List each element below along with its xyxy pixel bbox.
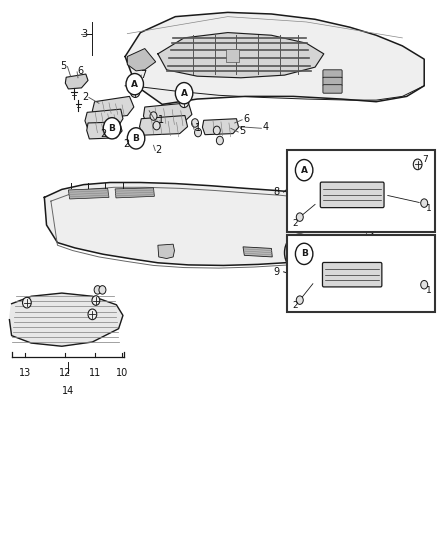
Text: 10: 10 [116, 368, 128, 377]
Polygon shape [44, 182, 374, 265]
Circle shape [22, 297, 31, 308]
Text: 1: 1 [426, 204, 431, 213]
FancyBboxPatch shape [322, 262, 382, 287]
Polygon shape [158, 33, 324, 78]
Text: 5: 5 [60, 61, 66, 70]
Text: B: B [301, 249, 307, 259]
Circle shape [295, 159, 313, 181]
Circle shape [194, 128, 201, 137]
Circle shape [175, 83, 193, 104]
Circle shape [179, 96, 189, 108]
Text: 11: 11 [89, 368, 101, 377]
Text: 2: 2 [293, 219, 298, 228]
Polygon shape [87, 122, 122, 139]
Polygon shape [127, 49, 155, 71]
Circle shape [191, 119, 198, 127]
Text: 2: 2 [124, 139, 130, 149]
Polygon shape [115, 188, 154, 198]
Text: 1: 1 [426, 286, 431, 295]
Circle shape [295, 243, 313, 264]
Text: 13: 13 [18, 368, 31, 377]
Circle shape [421, 199, 427, 207]
Polygon shape [144, 103, 192, 124]
Circle shape [296, 213, 303, 221]
Polygon shape [92, 96, 134, 119]
Circle shape [285, 234, 315, 271]
Circle shape [413, 159, 422, 169]
Text: A: A [131, 79, 138, 88]
Text: 14: 14 [62, 386, 74, 396]
Text: 2: 2 [293, 301, 298, 310]
Text: 4: 4 [263, 122, 269, 132]
Polygon shape [125, 12, 424, 104]
Text: 12: 12 [59, 368, 71, 377]
FancyBboxPatch shape [323, 70, 342, 78]
Circle shape [94, 286, 101, 294]
Polygon shape [65, 74, 88, 89]
Text: 2: 2 [155, 144, 162, 155]
Text: 7: 7 [141, 70, 147, 80]
Text: 1: 1 [195, 123, 201, 133]
Text: 6: 6 [77, 66, 83, 76]
Text: 5: 5 [239, 126, 245, 136]
Polygon shape [10, 293, 123, 346]
Circle shape [153, 122, 160, 130]
FancyBboxPatch shape [320, 182, 384, 208]
Polygon shape [158, 244, 174, 259]
Text: 2: 2 [100, 128, 106, 139]
Text: 9: 9 [274, 267, 280, 277]
Circle shape [88, 309, 97, 320]
Circle shape [127, 128, 145, 149]
Circle shape [216, 136, 223, 145]
Circle shape [150, 112, 157, 120]
Text: 8: 8 [274, 187, 280, 197]
Text: B: B [133, 134, 139, 143]
Polygon shape [202, 119, 239, 135]
FancyBboxPatch shape [287, 150, 435, 232]
FancyBboxPatch shape [323, 85, 342, 93]
Text: 3: 3 [81, 29, 88, 39]
Circle shape [213, 126, 220, 135]
Polygon shape [85, 109, 123, 130]
Text: 2: 2 [82, 92, 88, 102]
Circle shape [103, 118, 121, 139]
Text: B: B [109, 124, 116, 133]
Circle shape [421, 280, 427, 289]
Text: 7: 7 [423, 155, 428, 164]
Circle shape [126, 74, 144, 95]
Polygon shape [243, 247, 272, 257]
Text: 6: 6 [243, 114, 249, 124]
Polygon shape [140, 116, 187, 135]
Polygon shape [226, 49, 239, 62]
FancyBboxPatch shape [323, 77, 342, 86]
Polygon shape [68, 188, 109, 199]
Circle shape [92, 296, 100, 305]
Text: A: A [300, 166, 307, 175]
Circle shape [296, 296, 303, 304]
FancyBboxPatch shape [287, 235, 435, 312]
Text: A: A [180, 88, 187, 98]
Circle shape [131, 86, 140, 98]
Circle shape [99, 286, 106, 294]
Text: 1: 1 [158, 115, 164, 125]
